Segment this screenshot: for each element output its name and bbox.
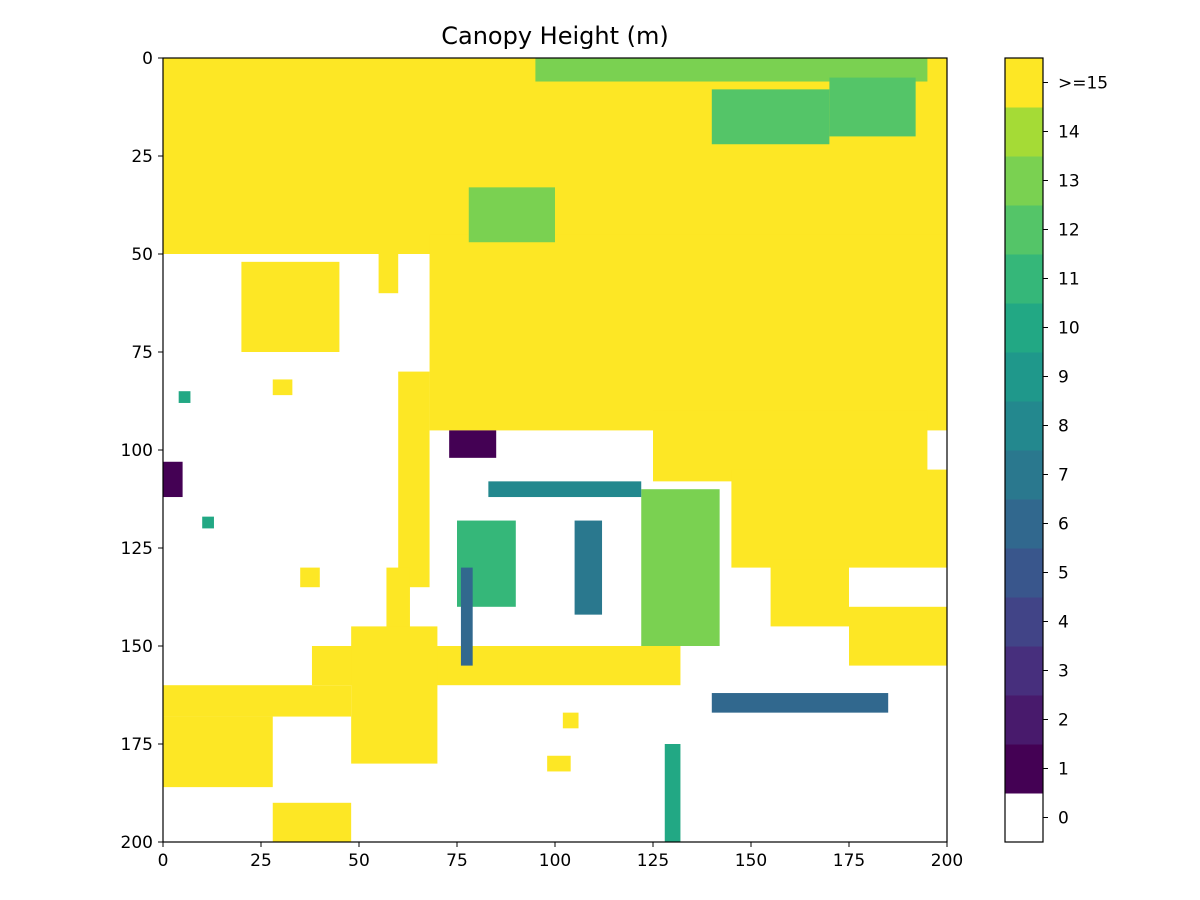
heatmap-region-29 (562, 712, 579, 729)
y-tick-label: 175 (121, 735, 153, 755)
colorbar-segment (1005, 548, 1043, 598)
colorbar-segment (1005, 107, 1043, 157)
colorbar-segment (1005, 401, 1043, 451)
colorbar-segment (1005, 597, 1043, 647)
heatmap-region-16 (641, 489, 720, 646)
x-tick-label: 25 (250, 851, 272, 871)
heatmap-region-28 (547, 755, 571, 772)
chart-title: Canopy Height (m) (441, 22, 669, 50)
colorbar-tick-label: 0 (1058, 809, 1069, 829)
heatmap-region-24 (849, 606, 947, 666)
colorbar-tick-label: 3 (1058, 662, 1069, 682)
plot-area (162, 57, 948, 843)
colorbar-segment (1005, 793, 1043, 843)
x-tick-label: 100 (539, 851, 571, 871)
colorbar-tick-label: 9 (1058, 368, 1069, 388)
colorbar-tick-label: 4 (1058, 613, 1069, 633)
x-tick-label: 125 (637, 851, 669, 871)
colorbar-tick-label: >=15 (1058, 74, 1108, 94)
colorbar-tick-label: 7 (1058, 466, 1069, 486)
heatmap-region-30 (300, 567, 320, 588)
y-tick-label: 200 (121, 833, 153, 853)
heatmap-region-31 (272, 379, 293, 396)
colorbar-segment (1005, 205, 1043, 255)
colorbar-tick-label: 1 (1058, 760, 1069, 780)
heatmap-region-23 (731, 469, 947, 568)
colorbar-segment (1005, 58, 1043, 108)
colorbar-tick-label: 11 (1058, 270, 1080, 290)
colorbar-segment (1005, 254, 1043, 304)
heatmap-region-18 (460, 567, 473, 666)
colorbar-segment (1005, 450, 1043, 500)
y-tick-label: 75 (131, 343, 153, 363)
heatmap-region-9 (398, 371, 430, 588)
heatmap-region-1 (429, 234, 947, 431)
colorbar-tick-label: 10 (1058, 319, 1080, 339)
y-axis: 0 25 50 75 100 125 150 175 200 (121, 49, 163, 853)
colorbar-tick-label: 8 (1058, 417, 1069, 437)
heatmap-region-32 (178, 391, 191, 403)
heatmap-region-3 (535, 58, 928, 82)
colorbar-tick-label: 2 (1058, 711, 1069, 731)
y-tick-label: 50 (131, 245, 153, 265)
heatmap-region-19 (488, 481, 642, 498)
heatmap-region-8 (378, 254, 399, 294)
colorbar-tick-label: 5 (1058, 564, 1069, 584)
x-tick-label: 75 (446, 851, 468, 871)
y-tick-label: 125 (121, 539, 153, 559)
heatmap-region-6 (468, 187, 555, 243)
x-tick-label: 200 (931, 851, 963, 871)
heatmap-region-26 (449, 430, 497, 458)
heatmap-region-2 (653, 410, 928, 482)
heatmap-region-13 (163, 685, 352, 717)
colorbar-segment (1005, 352, 1043, 402)
heatmap-region-33 (202, 516, 214, 529)
colorbar-segment (1005, 744, 1043, 794)
heatmap-region-5 (711, 89, 830, 145)
heatmap-region-25 (770, 559, 849, 627)
heatmap-region-12 (351, 626, 438, 764)
heatmap-region-20 (574, 520, 603, 615)
heatmap-region-10 (386, 567, 410, 639)
colorbar-segment (1005, 499, 1043, 549)
colorbar-segment (1005, 156, 1043, 206)
x-tick-label: 150 (735, 851, 767, 871)
heatmap-region-21 (711, 693, 889, 713)
colorbar-segment (1005, 303, 1043, 353)
heatmap-region-27 (163, 461, 183, 498)
colorbar-tick-label: 14 (1058, 123, 1080, 143)
x-tick-label: 175 (833, 851, 865, 871)
y-tick-label: 150 (121, 637, 153, 657)
colorbar-segment (1005, 695, 1043, 745)
colorbar-frame (1004, 57, 1044, 843)
colorbar-tick-label: 12 (1058, 221, 1080, 241)
y-tick-label: 100 (121, 441, 153, 461)
colorbar-segment (1005, 646, 1043, 696)
y-tick-label: 25 (131, 147, 153, 167)
heatmap-region-22 (664, 744, 681, 842)
heatmap-region-4 (829, 77, 916, 137)
heatmap-region-15 (272, 802, 352, 842)
x-axis: 0 25 50 75 100 125 150 175 200 (158, 842, 963, 871)
heatmap-region-14 (163, 716, 273, 788)
x-tick-label: 50 (348, 851, 370, 871)
x-tick-label: 0 (158, 851, 169, 871)
y-tick-label: 0 (142, 49, 153, 69)
heatmap-region-7 (241, 261, 340, 352)
colorbar-tick-label: 13 (1058, 172, 1080, 192)
colorbar-tick-label: 6 (1058, 515, 1069, 535)
